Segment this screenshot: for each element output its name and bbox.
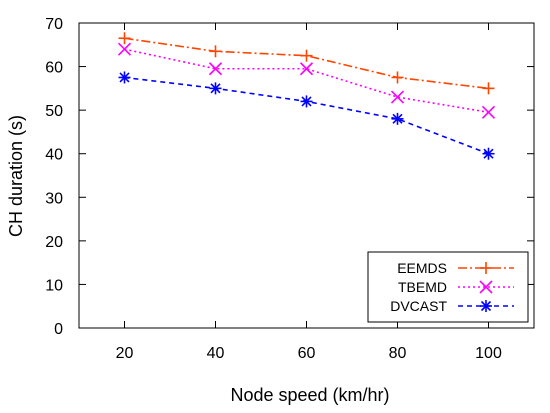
data-point-dvcast [482, 147, 495, 160]
series-line-dvcast [124, 76, 489, 155]
data-point-tbemd [208, 62, 223, 76]
y-tick-label: 30 [45, 190, 63, 207]
y-tick-label: 60 [45, 60, 63, 77]
data-point-tbemd [390, 90, 405, 104]
series-line-tbemd [124, 48, 489, 114]
data-point-dvcast [118, 71, 131, 84]
data-point-dvcast [391, 112, 404, 125]
y-tick-label: 10 [45, 277, 63, 294]
series-layer [117, 32, 496, 160]
legend-marker-eemds [480, 262, 492, 274]
x-tick-label: 60 [298, 345, 316, 362]
data-point-eemds [391, 71, 404, 84]
data-point-eemds [300, 49, 313, 62]
legend-label-eemds: EEMDS [397, 260, 447, 276]
x-tick-label: 20 [116, 345, 134, 362]
data-point-tbemd [481, 105, 496, 119]
legend-box [367, 251, 529, 323]
series-line-eemds [124, 37, 489, 90]
axes: 20 40 60 80 100 0 10 20 30 40 50 60 70 [45, 16, 535, 362]
x-axis-label: Node speed (km/hr) [230, 385, 389, 405]
data-point-eemds [209, 45, 222, 58]
legend: EEMDS TBEMD DVCAST [367, 251, 529, 323]
data-point-dvcast [300, 95, 313, 108]
y-tick-label: 40 [45, 147, 63, 164]
data-point-eemds [118, 32, 131, 45]
x-tick-label: 80 [389, 345, 407, 362]
legend-label-tbemd: TBEMD [398, 279, 447, 295]
y-tick-label: 50 [45, 103, 63, 120]
y-tick-label: 70 [45, 16, 63, 33]
legend-marker-tbemd [479, 280, 493, 294]
y-axis-label: CH duration (s) [6, 115, 26, 237]
data-point-tbemd [299, 62, 314, 76]
legend-label-dvcast: DVCAST [390, 298, 447, 314]
x-tick-label: 100 [475, 345, 502, 362]
x-tick-label: 40 [207, 345, 225, 362]
data-point-dvcast [209, 82, 222, 95]
y-tick-label: 20 [45, 234, 63, 251]
y-tick-label: 0 [54, 321, 63, 338]
data-point-eemds [482, 82, 495, 95]
legend-marker-dvcast [480, 300, 492, 312]
data-point-tbemd [117, 42, 132, 56]
